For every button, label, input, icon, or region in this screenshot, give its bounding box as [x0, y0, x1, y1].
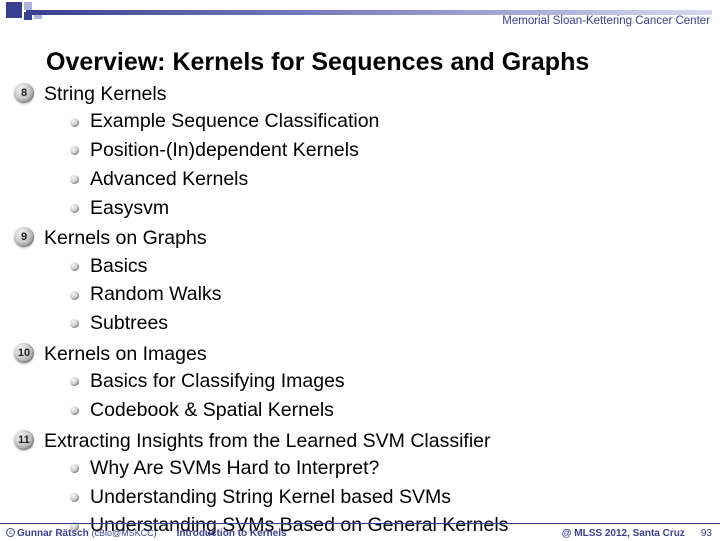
- subitem-text: Example Sequence Classification: [90, 109, 379, 135]
- footer-author: Gunnar Rätsch: [17, 528, 89, 539]
- subitem-text: Position-(In)dependent Kernels: [90, 138, 359, 164]
- copyright-icon: c: [6, 528, 15, 537]
- section-subitems: Example Sequence Classification Position-…: [70, 109, 720, 221]
- section-title: Kernels on Images: [44, 341, 207, 367]
- slide-header: Memorial Sloan-Kettering Cancer Center: [0, 0, 720, 24]
- header-organization: Memorial Sloan-Kettering Cancer Center: [502, 15, 710, 27]
- subitem-text: Basics: [90, 254, 147, 280]
- outline-subitem: Codebook & Spatial Kernels: [70, 398, 720, 424]
- outline-subitem: Easysvm: [70, 196, 720, 222]
- subitem-text: Basics for Classifying Images: [90, 369, 345, 395]
- footer-author-block: cGunnar Rätsch (cBio@MSKCC): [6, 528, 157, 539]
- logo-square-small-1: [24, 2, 32, 10]
- footer-venue: @ MLSS 2012, Santa Cruz: [562, 528, 685, 539]
- outline-section: 11 Extracting Insights from the Learned S…: [14, 428, 720, 454]
- bullet-icon: [70, 175, 79, 184]
- section-subitems: Basics for Classifying Images Codebook & …: [70, 369, 720, 423]
- subitem-text: Random Walks: [90, 282, 221, 308]
- section-number-ball: 8: [14, 83, 34, 103]
- outline-subitem: Basics: [70, 254, 720, 280]
- bullet-icon: [70, 204, 79, 213]
- outline-subitem: Why Are SVMs Hard to Interpret?: [70, 456, 720, 482]
- bullet-icon: [70, 493, 79, 502]
- outline-subitem: Subtrees: [70, 311, 720, 337]
- bullet-icon: [70, 118, 79, 127]
- outline-section: 8 String Kernels: [14, 81, 720, 107]
- bullet-icon: [70, 406, 79, 415]
- bullet-icon: [70, 464, 79, 473]
- section-title: String Kernels: [44, 81, 166, 107]
- outline-subitem: Example Sequence Classification: [70, 109, 720, 135]
- outline-subitem: Advanced Kernels: [70, 167, 720, 193]
- section-title: Kernels on Graphs: [44, 225, 207, 251]
- footer-talk-title: Introduction to Kernels: [177, 528, 287, 539]
- bullet-icon: [70, 262, 79, 271]
- outline-section: 10 Kernels on Images: [14, 341, 720, 367]
- subitem-text: Codebook & Spatial Kernels: [90, 398, 334, 424]
- section-title: Extracting Insights from the Learned SVM…: [44, 428, 491, 454]
- outline-subitem: Position-(In)dependent Kernels: [70, 138, 720, 164]
- slide-footer: cGunnar Rätsch (cBio@MSKCC) Introduction…: [0, 523, 720, 541]
- bullet-icon: [70, 291, 79, 300]
- subitem-text: Why Are SVMs Hard to Interpret?: [90, 456, 379, 482]
- logo-square-large: [6, 2, 22, 18]
- outline-subitem: Understanding String Kernel based SVMs: [70, 485, 720, 511]
- bullet-icon: [70, 319, 79, 328]
- outline-subitem: Random Walks: [70, 282, 720, 308]
- outline-subitem: Basics for Classifying Images: [70, 369, 720, 395]
- subitem-text: Easysvm: [90, 196, 169, 222]
- section-number-ball: 11: [14, 430, 34, 450]
- footer-affiliation: (cBio@MSKCC): [91, 528, 156, 538]
- section-number-ball: 9: [14, 227, 34, 247]
- outline-section: 9 Kernels on Graphs: [14, 225, 720, 251]
- subitem-text: Advanced Kernels: [90, 167, 248, 193]
- section-number-ball: 10: [14, 343, 34, 363]
- subitem-text: Understanding String Kernel based SVMs: [90, 485, 451, 511]
- bullet-icon: [70, 377, 79, 386]
- slide-title: Overview: Kernels for Sequences and Grap…: [46, 48, 720, 77]
- subitem-text: Subtrees: [90, 311, 168, 337]
- bullet-icon: [70, 146, 79, 155]
- outline-content: 8 String KernelsExample Sequence Classifi…: [14, 81, 720, 539]
- footer-page-number: 93: [701, 528, 712, 539]
- section-subitems: BasicsRandom Walks Subtrees: [70, 254, 720, 337]
